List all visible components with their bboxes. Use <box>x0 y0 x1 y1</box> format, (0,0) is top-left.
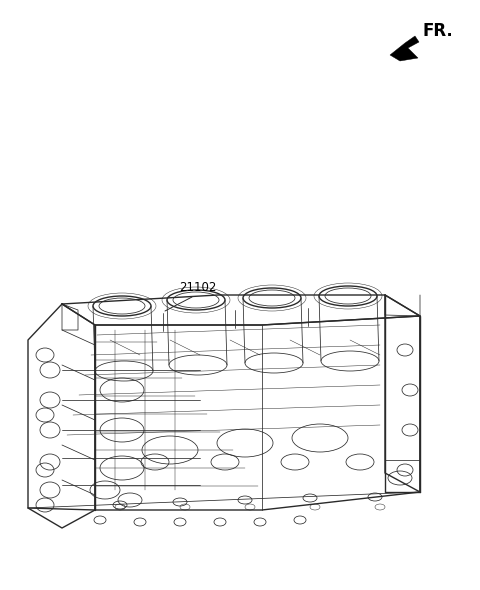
Text: 21102: 21102 <box>180 281 216 294</box>
Polygon shape <box>95 316 420 510</box>
Polygon shape <box>62 295 420 325</box>
Text: FR.: FR. <box>422 22 453 40</box>
Polygon shape <box>390 36 419 61</box>
Polygon shape <box>28 304 95 528</box>
